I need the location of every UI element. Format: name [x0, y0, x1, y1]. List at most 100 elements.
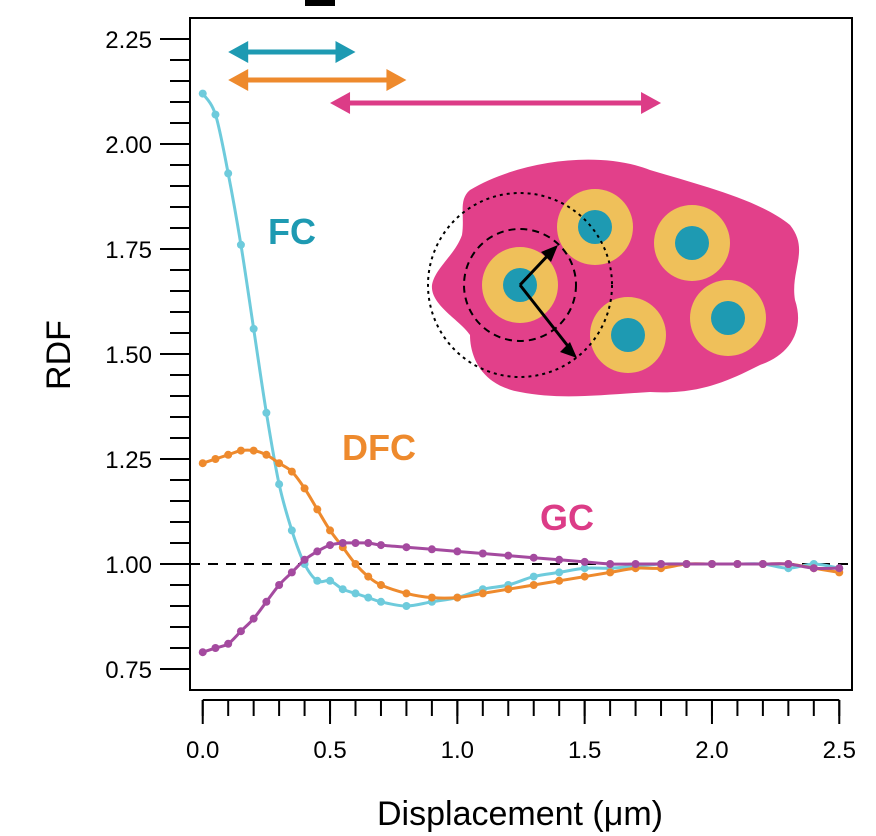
- arrowhead-icon: [641, 92, 662, 114]
- data-point: [287, 526, 296, 535]
- range-arrow-dfc: [228, 69, 407, 91]
- data-point: [402, 543, 411, 552]
- data-point: [338, 585, 347, 594]
- data-point: [236, 240, 245, 249]
- data-point: [351, 560, 360, 568]
- data-point: [364, 593, 373, 602]
- data-point: [211, 455, 220, 463]
- data-point: [682, 560, 691, 568]
- data-point: [376, 581, 385, 589]
- x-tick-label: 0.0: [186, 737, 219, 764]
- data-point: [707, 560, 716, 568]
- series-line: [202, 448, 840, 600]
- data-point: [529, 553, 538, 562]
- data-point: [249, 614, 258, 623]
- data-point: [351, 539, 360, 547]
- data-point: [326, 541, 335, 550]
- data-point: [287, 467, 296, 476]
- data-point: [657, 560, 666, 568]
- data-point: [338, 539, 347, 547]
- outer-shell: [427, 192, 613, 378]
- arrowhead-icon: [228, 69, 249, 91]
- y-axis: 0.75 1.00 1.25 1.50 1.75 2.00 2.25: [105, 27, 190, 684]
- data-point: [224, 169, 233, 178]
- data-point: [275, 581, 284, 589]
- data-point: [275, 459, 284, 468]
- fc-core: [675, 226, 709, 260]
- data-point: [364, 539, 373, 547]
- data-point: [835, 564, 844, 573]
- arrowhead-icon: [541, 245, 558, 262]
- y-tick-label: 1.00: [105, 552, 152, 579]
- data-point: [313, 505, 322, 514]
- data-point: [529, 572, 538, 581]
- y-tick-label: 0.75: [105, 657, 152, 684]
- series-label-dfc: DFC: [342, 427, 416, 468]
- data-point: [606, 560, 615, 568]
- data-point: [364, 572, 373, 581]
- data-point: [402, 589, 411, 598]
- y-tick-label: 1.50: [105, 342, 152, 369]
- data-point: [453, 593, 462, 602]
- data-point: [529, 581, 538, 589]
- y-tick-label: 2.00: [105, 132, 152, 159]
- data-point: [198, 648, 207, 657]
- data-point: [300, 555, 309, 564]
- data-point: [580, 557, 589, 566]
- y-tick-label: 2.25: [105, 27, 152, 54]
- data-point: [287, 568, 296, 577]
- data-point: [504, 551, 513, 560]
- data-point: [427, 593, 436, 602]
- data-point: [236, 446, 245, 455]
- data-point: [313, 547, 322, 556]
- series-label-gc: GC: [540, 497, 594, 538]
- fc-core: [711, 301, 745, 335]
- fc-core: [611, 318, 645, 352]
- data-point: [326, 526, 335, 535]
- arrowhead-icon: [330, 92, 351, 114]
- data-point: [733, 560, 742, 568]
- data-point: [376, 597, 385, 606]
- range-arrow-fc: [228, 41, 356, 63]
- arrowhead-icon: [386, 69, 407, 91]
- arrowhead-icon: [560, 342, 577, 358]
- data-point: [555, 555, 564, 564]
- data-point: [236, 627, 245, 636]
- range-arrows: [228, 41, 662, 114]
- x-axis-title: Displacement (μm): [377, 795, 663, 833]
- scale-mark: [305, 0, 335, 6]
- data-point: [300, 484, 309, 493]
- x-tick-label: 1.0: [441, 737, 474, 764]
- data-point: [262, 450, 271, 459]
- series-label-fc: FC: [268, 211, 316, 252]
- data-point: [580, 564, 589, 573]
- x-tick-label: 0.5: [313, 737, 346, 764]
- data-point: [376, 541, 385, 550]
- data-point: [784, 560, 793, 568]
- data-point: [224, 450, 233, 459]
- condensate-illustration: [427, 159, 800, 397]
- arrowhead-icon: [228, 41, 249, 63]
- x-tick-label: 1.5: [568, 737, 601, 764]
- y-axis-title: RDF: [40, 320, 78, 390]
- data-point: [211, 110, 220, 119]
- data-point: [351, 589, 360, 598]
- data-point: [262, 408, 271, 417]
- data-point: [555, 576, 564, 585]
- data-point: [211, 644, 220, 652]
- data-point: [198, 89, 207, 98]
- data-point: [478, 589, 487, 598]
- series-layer: [198, 89, 844, 657]
- data-point: [758, 560, 767, 568]
- data-point: [427, 545, 436, 554]
- series-dfc: [198, 446, 844, 602]
- data-point: [275, 480, 284, 489]
- data-point: [313, 576, 322, 585]
- series-gc: [198, 539, 844, 657]
- data-point: [249, 446, 258, 455]
- data-point: [478, 549, 487, 558]
- x-tick-label: 2.0: [695, 737, 728, 764]
- data-point: [809, 564, 818, 573]
- data-point: [402, 602, 411, 610]
